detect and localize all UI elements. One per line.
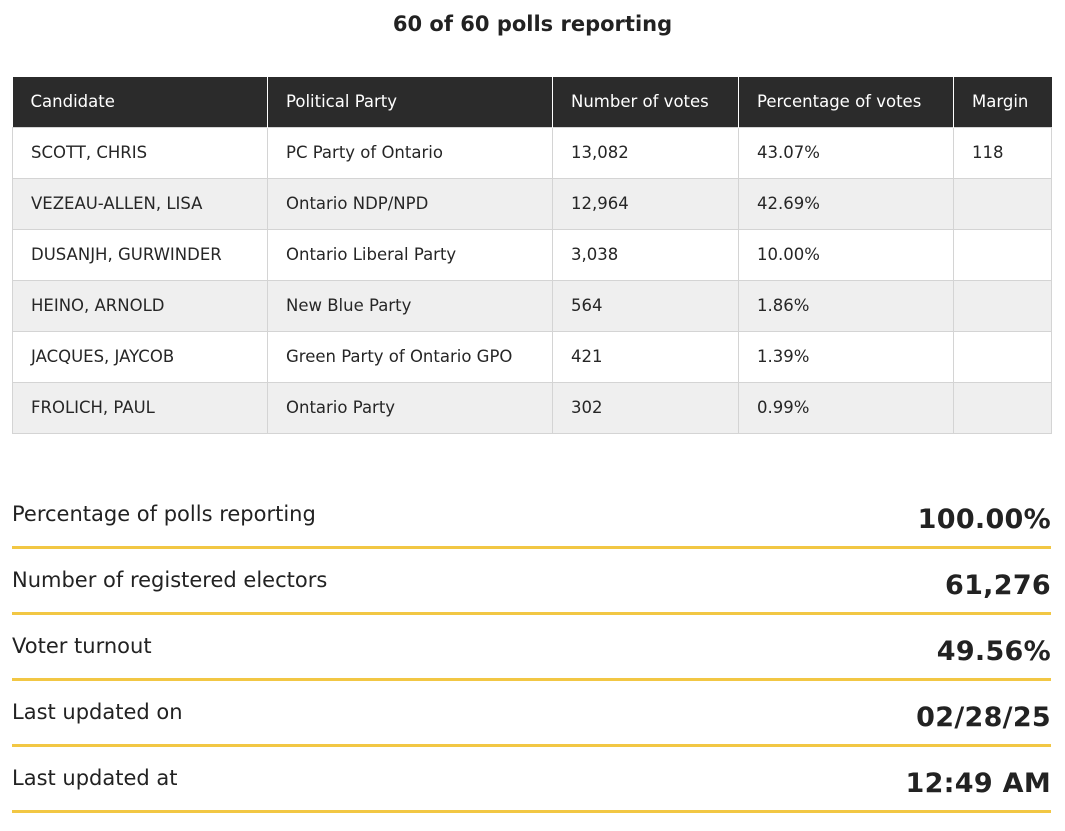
table-header-row: Candidate Political Party Number of vote… — [12, 77, 1052, 127]
candidate-cell: FROLICH, PAUL — [12, 381, 268, 434]
column-header-votes: Number of votes — [552, 77, 739, 127]
votes-cell: 3,038 — [552, 228, 739, 281]
percentage-cell: 42.69% — [738, 177, 954, 230]
stat-label: Voter turnout — [12, 634, 152, 658]
polls-reporting-title: 60 of 60 polls reporting — [392, 12, 673, 36]
percentage-cell: 0.99% — [738, 381, 954, 434]
stat-last-updated-on: Last updated on 02/28/25 — [12, 684, 1051, 747]
party-cell: PC Party of Ontario — [267, 126, 553, 179]
stat-value: 02/28/25 — [916, 702, 1051, 733]
stat-last-updated-at: Last updated at 12:49 AM — [12, 750, 1051, 813]
stat-value: 49.56% — [936, 636, 1051, 667]
margin-cell — [953, 177, 1052, 230]
candidate-cell: VEZEAU-ALLEN, LISA — [12, 177, 268, 230]
candidate-cell: DUSANJH, GURWINDER — [12, 228, 268, 281]
party-cell: Ontario Liberal Party — [267, 228, 553, 281]
party-cell: Ontario Party — [267, 381, 553, 434]
stat-value: 100.00% — [917, 504, 1051, 535]
stat-polls-reporting: Percentage of polls reporting 100.00% — [12, 486, 1051, 549]
stat-registered-electors: Number of registered electors 61,276 — [12, 552, 1051, 615]
candidate-cell: SCOTT, CHRIS — [12, 126, 268, 179]
column-header-margin: Margin — [953, 77, 1052, 127]
percentage-cell: 1.86% — [738, 279, 954, 332]
stat-value: 61,276 — [945, 570, 1051, 601]
margin-cell: 118 — [953, 126, 1052, 179]
stat-value: 12:49 AM — [905, 768, 1051, 799]
table-row: JACQUES, JAYCOB Green Party of Ontario G… — [12, 330, 1052, 383]
margin-cell — [953, 330, 1052, 383]
votes-cell: 421 — [552, 330, 739, 383]
table-row: HEINO, ARNOLD New Blue Party 564 1.86% — [12, 279, 1052, 332]
stat-label: Last updated on — [12, 700, 183, 724]
votes-cell: 302 — [552, 381, 739, 434]
margin-cell — [953, 279, 1052, 332]
party-cell: Green Party of Ontario GPO — [267, 330, 553, 383]
margin-cell — [953, 381, 1052, 434]
party-cell: Ontario NDP/NPD — [267, 177, 553, 230]
stat-label: Last updated at — [12, 766, 178, 790]
margin-cell — [953, 228, 1052, 281]
table-row: FROLICH, PAUL Ontario Party 302 0.99% — [12, 381, 1052, 434]
stat-label: Percentage of polls reporting — [12, 502, 316, 526]
column-header-candidate: Candidate — [12, 77, 268, 127]
percentage-cell: 43.07% — [738, 126, 954, 179]
table-row: SCOTT, CHRIS PC Party of Ontario 13,082 … — [12, 126, 1052, 179]
candidate-cell: HEINO, ARNOLD — [12, 279, 268, 332]
stat-label: Number of registered electors — [12, 568, 328, 592]
votes-cell: 13,082 — [552, 126, 739, 179]
votes-cell: 12,964 — [552, 177, 739, 230]
column-header-percentage: Percentage of votes — [738, 77, 954, 127]
votes-cell: 564 — [552, 279, 739, 332]
candidate-cell: JACQUES, JAYCOB — [12, 330, 268, 383]
percentage-cell: 1.39% — [738, 330, 954, 383]
results-table: Candidate Political Party Number of vote… — [12, 77, 1052, 434]
table-row: DUSANJH, GURWINDER Ontario Liberal Party… — [12, 228, 1052, 281]
party-cell: New Blue Party — [267, 279, 553, 332]
table-row: VEZEAU-ALLEN, LISA Ontario NDP/NPD 12,96… — [12, 177, 1052, 230]
percentage-cell: 10.00% — [738, 228, 954, 281]
stat-voter-turnout: Voter turnout 49.56% — [12, 618, 1051, 681]
stats-list: Percentage of polls reporting 100.00% Nu… — [12, 486, 1051, 813]
column-header-party: Political Party — [267, 77, 553, 127]
